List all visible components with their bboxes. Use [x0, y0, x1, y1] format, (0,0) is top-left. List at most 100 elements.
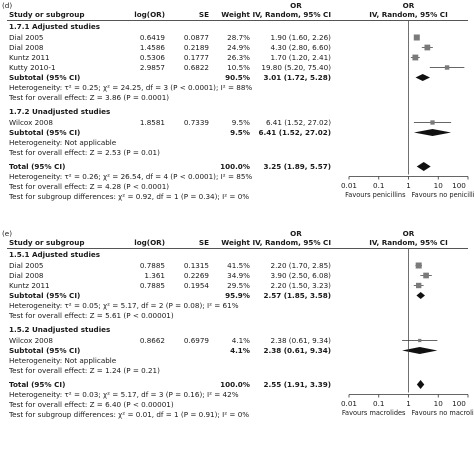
total-weight: 100.0%: [220, 162, 250, 171]
study-or-ci: 4.30 (2.80, 6.60): [270, 43, 331, 52]
header-study: Study or subgroup: [9, 238, 85, 247]
subtotal-label: Subtotal (95% CI): [9, 73, 81, 82]
study-point-square: [418, 338, 422, 343]
favours-left-label: Favours macrolides: [341, 408, 406, 417]
study-weight: 28.7%: [227, 33, 250, 42]
study-name: Kuntz 2011: [9, 53, 50, 62]
x-tick-label: 100: [452, 180, 466, 190]
subtotal-label: Subtotal (95% CI): [9, 346, 81, 355]
total-label: Total (95% CI): [9, 380, 66, 389]
forest-plot-canvas: [348, 20, 469, 180]
favours-right-label: Favours no penicillins: [411, 190, 474, 199]
study-point-square: [444, 65, 450, 70]
study-logor: 0.6419: [139, 33, 165, 42]
heterogeneity-text: Heterogeneity: Not applicable: [9, 138, 117, 147]
header-rule: [7, 248, 468, 249]
favours-right-label: Favours no macrolides: [411, 408, 474, 417]
total-or-ci: 3.25 (1.89, 5.57): [263, 162, 331, 171]
subtotal-weight: 95.9%: [225, 291, 250, 300]
study-logor: 0.7885: [139, 261, 165, 270]
study-point-square: [423, 272, 429, 279]
study-logor: 0.5306: [139, 53, 165, 62]
study-point-square: [413, 34, 420, 41]
study-point-square: [424, 44, 431, 51]
subtotal-diamond: [402, 347, 438, 354]
study-or-ci: 1.70 (1.20, 2.41): [270, 53, 331, 62]
study-se: 0.6822: [183, 63, 209, 72]
forest-plot-macrolides: (e) OR OR Study or subgroup log(OR) SE Weight I…: [0, 228, 474, 451]
study-or-ci: 3.90 (2.50, 6.08): [270, 271, 331, 280]
study-name: Wilcox 2008: [9, 336, 53, 345]
study-point-square: [415, 262, 422, 269]
study-or-ci: 2.38 (0.61, 9.34): [270, 336, 331, 345]
total-weight: 100.0%: [220, 380, 250, 389]
subtotal-diamond: [413, 129, 452, 136]
study-se: 0.2189: [183, 43, 209, 52]
study-logor: 2.9857: [139, 63, 165, 72]
study-weight: 26.3%: [227, 53, 250, 62]
header-or-ci: IV, Random, 95% CI: [252, 10, 331, 19]
study-se: 0.1954: [183, 281, 209, 290]
total-heterogeneity-text: Heterogeneity: τ² = 0.26; χ² = 26.54, df…: [9, 172, 253, 181]
study-name: Dial 2008: [9, 271, 44, 280]
study-logor: 0.7885: [139, 281, 165, 290]
study-se: 0.6979: [183, 336, 209, 345]
header-study: Study or subgroup: [9, 10, 85, 19]
subgroup-differences-text: Test for subgroup differences: χ² = 0.92…: [9, 192, 250, 201]
heterogeneity-text: Heterogeneity: Not applicable: [9, 356, 117, 365]
study-name: Kutty 2010-1: [9, 63, 56, 72]
total-diamond: [416, 380, 425, 389]
or-column-title: OR: [290, 229, 302, 238]
study-name: Wilcox 2008: [9, 118, 53, 127]
heterogeneity-text: Heterogeneity: τ² = 0.25; χ² = 24.25, df…: [9, 83, 253, 92]
study-logor: 0.8662: [139, 336, 165, 345]
x-tick-label: 1: [406, 398, 411, 408]
subgroup-title: 1.5.2 Unadjusted studies: [9, 325, 111, 334]
study-or-ci: 2.20 (1.50, 3.23): [270, 281, 331, 290]
study-weight: 34.9%: [227, 271, 250, 280]
header-plot-ci: IV, Random, 95% CI: [369, 10, 448, 19]
subtotal-weight: 9.5%: [230, 128, 250, 137]
panel-label: (d): [2, 1, 13, 10]
heterogeneity-text: Heterogeneity: τ² = 0.05; χ² = 5.17, df …: [9, 301, 239, 310]
study-weight: 41.5%: [227, 261, 250, 270]
study-se: 0.2269: [183, 271, 209, 280]
subtotal-diamond: [415, 74, 430, 81]
study-logor: 1.8581: [139, 118, 165, 127]
header-weight: Weight: [221, 238, 250, 247]
subtotal-label: Subtotal (95% CI): [9, 128, 81, 137]
study-se: 0.1315: [183, 261, 209, 270]
x-tick-label: 10: [433, 398, 443, 408]
study-weight: 24.9%: [227, 43, 250, 52]
header-se: SE: [198, 238, 209, 247]
study-name: Kuntz 2011: [9, 281, 50, 290]
subtotal-weight: 90.5%: [225, 73, 250, 82]
subtotal-diamond: [416, 292, 425, 299]
subtotal-or-ci: 2.38 (0.61, 9.34): [263, 346, 331, 355]
total-or-ci: 2.55 (1.91, 3.39): [263, 380, 331, 389]
study-logor: 1.4586: [139, 43, 165, 52]
overall-effect-text: Test for overall effect: Z = 3.86 (P = 0…: [9, 93, 170, 102]
study-name: Dial 2008: [9, 43, 44, 52]
subgroup-title: 1.7.2 Unadjusted studies: [9, 107, 111, 116]
study-se: 0.7339: [183, 118, 209, 127]
x-tick-label: 0.01: [340, 180, 357, 190]
subtotal-or-ci: 3.01 (1.72, 5.28): [263, 73, 331, 82]
subtotal-or-ci: 6.41 (1.52, 27.02): [258, 128, 331, 137]
x-tick-label: 0.01: [340, 398, 357, 408]
study-weight: 9.5%: [231, 118, 250, 127]
overall-effect-text: Test for overall effect: Z = 2.53 (P = 0…: [9, 148, 160, 157]
study-or-ci: 19.80 (5.20, 75.40): [261, 63, 331, 72]
header-or-ci: IV, Random, 95% CI: [252, 238, 331, 247]
header-rule: [7, 20, 468, 21]
total-diamond: [416, 162, 431, 171]
total-overall-effect-text: Test for overall effect: Z = 6.40 (P < 0…: [9, 400, 174, 409]
study-weight: 10.5%: [227, 63, 250, 72]
total-heterogeneity-text: Heterogeneity: τ² = 0.03; χ² = 5.17, df …: [9, 390, 239, 399]
or-column-title: OR: [290, 1, 302, 10]
total-label: Total (95% CI): [9, 162, 66, 171]
study-point-square: [430, 120, 435, 125]
subgroup-title: 1.5.1 Adjusted studies: [9, 250, 101, 259]
study-or-ci: 6.41 (1.52, 27.02): [265, 118, 331, 127]
plot-column-title: OR: [402, 229, 415, 238]
